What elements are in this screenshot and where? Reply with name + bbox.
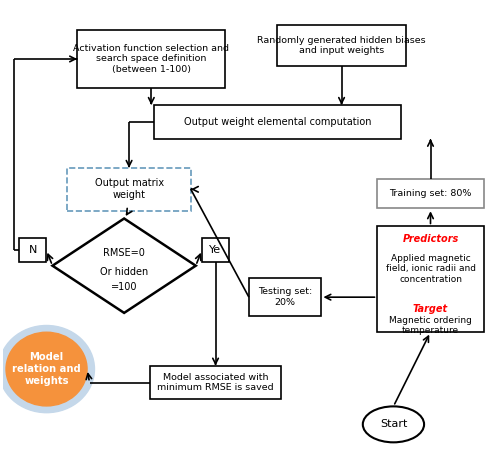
Text: Applied magnetic
field, ionic radii and
concentration: Applied magnetic field, ionic radii and …	[386, 254, 476, 283]
FancyBboxPatch shape	[77, 30, 226, 88]
Text: Activation function selection and
search space definition
(between 1-100): Activation function selection and search…	[74, 44, 230, 74]
Text: Start: Start	[380, 420, 407, 430]
FancyBboxPatch shape	[202, 238, 229, 262]
FancyBboxPatch shape	[19, 238, 46, 262]
Ellipse shape	[363, 406, 424, 442]
Text: Predictors: Predictors	[402, 234, 458, 244]
Text: RMSE=0: RMSE=0	[103, 248, 145, 258]
FancyBboxPatch shape	[154, 105, 401, 139]
Polygon shape	[52, 218, 196, 313]
FancyBboxPatch shape	[249, 278, 320, 316]
FancyBboxPatch shape	[278, 25, 406, 66]
Text: =100: =100	[111, 282, 138, 292]
Circle shape	[0, 325, 94, 413]
FancyBboxPatch shape	[378, 179, 484, 208]
Text: Output matrix
weight: Output matrix weight	[94, 178, 164, 200]
Text: Output weight elemental computation: Output weight elemental computation	[184, 117, 371, 127]
Text: Training set: 80%: Training set: 80%	[390, 189, 471, 198]
Text: Or hidden: Or hidden	[100, 268, 148, 278]
Text: Model
relation and
weights: Model relation and weights	[12, 353, 81, 386]
Text: Model associated with
minimum RMSE is saved: Model associated with minimum RMSE is sa…	[157, 373, 274, 392]
Text: Magnetic ordering
temperature: Magnetic ordering temperature	[389, 316, 472, 335]
FancyBboxPatch shape	[150, 366, 281, 399]
Text: N: N	[28, 245, 37, 255]
Circle shape	[6, 332, 87, 406]
Text: Testing set:
20%: Testing set: 20%	[258, 288, 312, 307]
Text: Ye: Ye	[210, 245, 222, 255]
Text: Target: Target	[413, 304, 448, 314]
Text: Randomly generated hidden biases
and input weights: Randomly generated hidden biases and inp…	[257, 36, 426, 55]
FancyBboxPatch shape	[68, 168, 191, 211]
FancyBboxPatch shape	[378, 227, 484, 332]
